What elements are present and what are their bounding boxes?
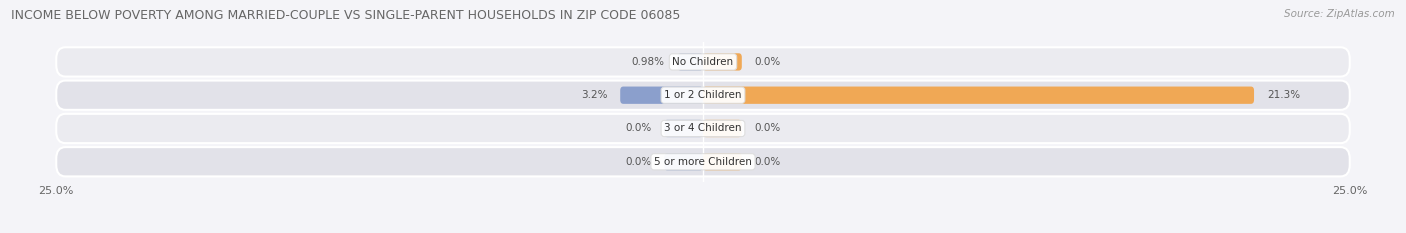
FancyBboxPatch shape (620, 86, 703, 104)
FancyBboxPatch shape (703, 120, 742, 137)
FancyBboxPatch shape (56, 81, 1350, 110)
Text: Source: ZipAtlas.com: Source: ZipAtlas.com (1284, 9, 1395, 19)
FancyBboxPatch shape (703, 53, 742, 71)
Text: 0.0%: 0.0% (755, 157, 780, 167)
Text: 5 or more Children: 5 or more Children (654, 157, 752, 167)
Text: 0.0%: 0.0% (755, 123, 780, 134)
FancyBboxPatch shape (664, 120, 703, 137)
FancyBboxPatch shape (56, 114, 1350, 143)
Text: 1 or 2 Children: 1 or 2 Children (664, 90, 742, 100)
Text: INCOME BELOW POVERTY AMONG MARRIED-COUPLE VS SINGLE-PARENT HOUSEHOLDS IN ZIP COD: INCOME BELOW POVERTY AMONG MARRIED-COUPL… (11, 9, 681, 22)
FancyBboxPatch shape (703, 153, 742, 170)
FancyBboxPatch shape (703, 86, 1254, 104)
Text: No Children: No Children (672, 57, 734, 67)
Text: 0.98%: 0.98% (631, 57, 665, 67)
FancyBboxPatch shape (678, 53, 703, 71)
Text: 0.0%: 0.0% (755, 57, 780, 67)
Text: 21.3%: 21.3% (1267, 90, 1301, 100)
FancyBboxPatch shape (56, 147, 1350, 176)
Text: 3 or 4 Children: 3 or 4 Children (664, 123, 742, 134)
Text: 0.0%: 0.0% (626, 123, 651, 134)
Text: 0.0%: 0.0% (626, 157, 651, 167)
FancyBboxPatch shape (56, 47, 1350, 77)
Text: 3.2%: 3.2% (581, 90, 607, 100)
FancyBboxPatch shape (664, 153, 703, 170)
